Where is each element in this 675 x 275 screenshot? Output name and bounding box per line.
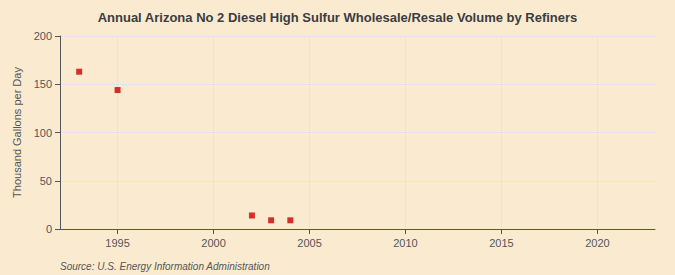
svg-text:150: 150: [34, 78, 52, 90]
svg-text:1995: 1995: [105, 237, 129, 249]
svg-text:100: 100: [34, 127, 52, 139]
svg-text:0: 0: [46, 223, 52, 235]
svg-text:Source: U.S. Energy Informatio: Source: U.S. Energy Information Administ…: [60, 261, 270, 272]
svg-text:Thousand Gallons per Day: Thousand Gallons per Day: [11, 67, 23, 198]
svg-text:2010: 2010: [393, 237, 417, 249]
svg-text:2020: 2020: [585, 237, 609, 249]
svg-text:2005: 2005: [297, 237, 321, 249]
svg-text:200: 200: [34, 30, 52, 42]
svg-text:Annual Arizona No 2 Diesel Hig: Annual Arizona No 2 Diesel High Sulfur W…: [98, 10, 578, 25]
svg-text:2000: 2000: [201, 237, 225, 249]
svg-text:50: 50: [40, 175, 52, 187]
svg-text:2015: 2015: [489, 237, 513, 249]
